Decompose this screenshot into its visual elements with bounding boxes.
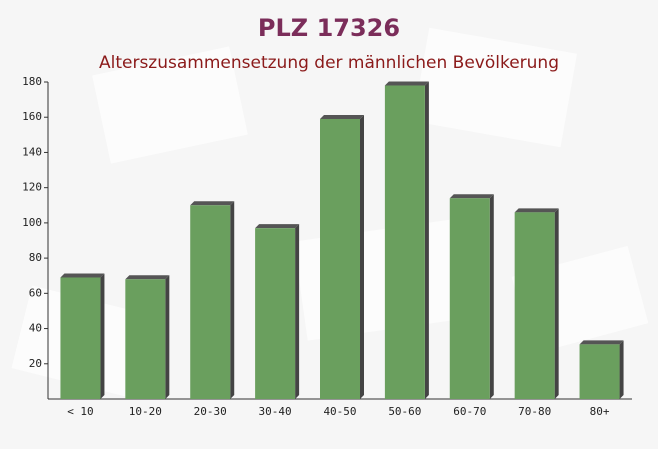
bar [449,198,490,399]
bar-top [255,224,300,229]
x-tick-label: 50-60 [388,405,421,418]
bar [255,228,296,399]
bar [125,279,166,399]
bar-top [320,114,364,119]
y-tick-label: 100 [22,216,42,229]
y-tick-label: 180 [22,75,42,88]
bar [579,344,620,399]
bar-shadow [360,114,364,399]
y-tick-label: 80 [29,251,42,264]
bar-top [514,208,559,213]
bar-shadow [100,273,105,399]
y-tick-label: 140 [22,145,42,158]
bar-top [384,81,429,86]
bar-shadow [619,340,624,399]
bar-shadow [165,275,170,399]
bar-top [125,275,170,280]
bar [190,205,231,399]
y-tick-label: 20 [29,357,42,370]
x-tick-label: 40-50 [323,405,356,418]
x-tick-label: 70-80 [518,405,551,418]
bar-shadow [295,224,300,399]
bar [320,118,360,399]
x-tick-label: 10-20 [129,405,162,418]
bar [60,277,101,399]
bar-shadow [489,194,494,399]
x-tick-label: 30-40 [259,405,292,418]
bar-top [449,194,494,199]
y-tick-label: 40 [29,322,42,335]
bar [384,85,425,400]
bar-shadow [554,208,559,399]
chart-subtitle: Alterszusammensetzung der männlichen Bev… [99,53,559,73]
bar-top [579,340,624,345]
y-tick-label: 60 [29,286,42,299]
bar [514,212,555,399]
x-tick-label: 80+ [590,405,610,418]
x-tick-label: 20-30 [194,405,227,418]
bar-top [60,273,105,278]
bar-shadow [424,81,429,400]
x-tick-label: 60-70 [453,405,486,418]
y-tick-label: 160 [22,110,42,123]
bar-top [190,201,235,206]
y-tick-label: 120 [22,181,42,194]
chart-title: PLZ 17326 [258,14,400,42]
x-tick-label: < 10 [67,405,94,418]
bar-shadow [230,201,235,399]
